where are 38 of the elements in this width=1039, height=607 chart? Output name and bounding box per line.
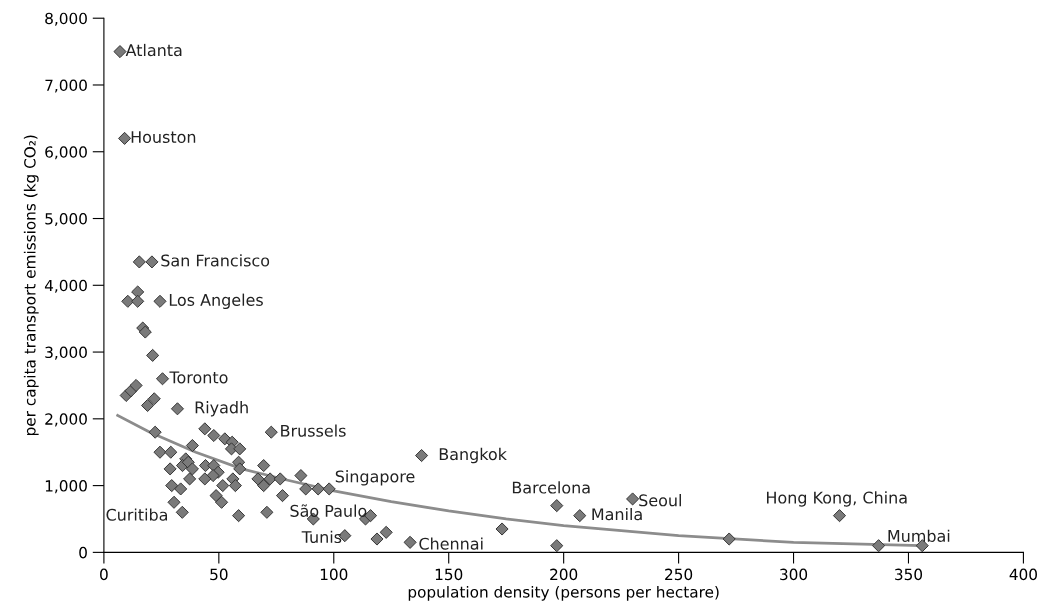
annotation: Los Angeles [169, 293, 263, 310]
y-tick-label: 6,000 [45, 146, 87, 160]
y-tick-label: 0 [79, 546, 87, 559]
x-tick-label: 300 [780, 568, 808, 581]
annotation: Mumbai [888, 529, 950, 542]
y-tick-label: 7,000 [45, 79, 87, 93]
y-tick-label: 5,000 [45, 212, 87, 227]
annotation: São Paulo [290, 504, 367, 517]
y-tick-label: 2,000 [45, 413, 87, 427]
y-tick-label: 8,000 [45, 12, 87, 26]
annotation: Chennai [419, 537, 483, 550]
x-tick-label: 400 [1009, 568, 1037, 581]
x-tick-label: 200 [550, 568, 578, 581]
annotation: Manila [592, 507, 642, 521]
x-axis-title: population density (persons per hectare) [408, 585, 719, 601]
annotation: Brussels [281, 424, 346, 437]
annotation: San Francisco [161, 254, 270, 267]
x-tick-label: 250 [665, 568, 693, 581]
y-tick-label: 3,000 [45, 346, 87, 360]
annotation: Curitiba [106, 508, 168, 521]
x-tick-label: 50 [210, 568, 228, 581]
y-axis-title: per capita transport emissions (kg CO₂) [23, 135, 39, 436]
x-tick-label: 100 [320, 568, 348, 581]
annotation: Barcelona [512, 481, 590, 494]
y-tick-label: 1,000 [45, 480, 87, 494]
annotation: Houston [131, 131, 196, 144]
annotation: Atlanta [125, 43, 182, 57]
annotation: Seoul [639, 494, 681, 507]
annotation: Bangkok [439, 447, 507, 464]
annotation: Singapore [335, 470, 415, 486]
annotation: Tunis [301, 530, 342, 544]
x-tick-label: 0 [100, 568, 108, 581]
x-tick-label: 150 [435, 568, 463, 581]
y-tick-label: 4,000 [44, 279, 87, 293]
annotation: Hong Kong, China [767, 491, 907, 507]
x-tick-label: 350 [895, 568, 923, 581]
annotation: Riyadh [195, 401, 248, 417]
annotation: Toronto [169, 371, 228, 384]
